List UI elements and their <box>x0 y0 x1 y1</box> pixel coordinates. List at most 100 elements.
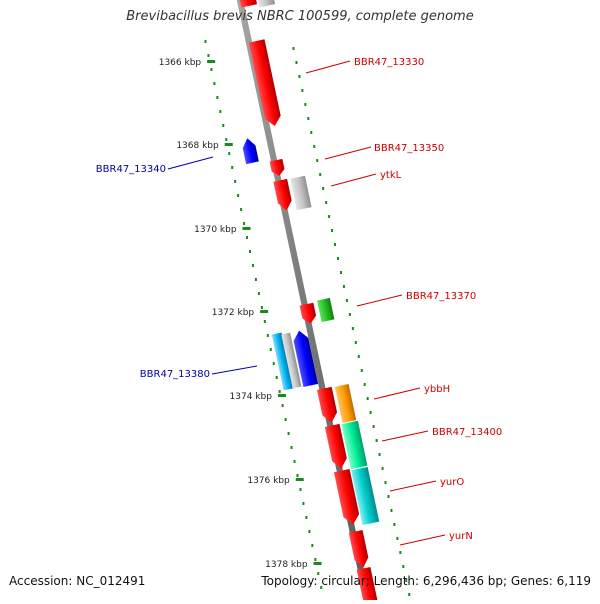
minor-tick <box>354 341 357 344</box>
minor-tick <box>320 586 323 589</box>
gene-arrow <box>293 330 319 387</box>
minor-tick <box>316 159 319 162</box>
gene-arrow <box>324 423 347 469</box>
gene-leader-line <box>324 146 372 160</box>
minor-tick <box>301 89 304 92</box>
minor-tick <box>234 180 237 183</box>
scale-label: 1366 kbp <box>159 58 202 68</box>
minor-tick <box>381 467 384 470</box>
minor-tick <box>369 411 372 414</box>
minor-tick <box>260 306 263 309</box>
gene-label: ybbH <box>424 384 450 395</box>
outer-scale-ticks <box>292 47 411 596</box>
gene-arrow <box>316 386 338 423</box>
gene-arrow <box>281 332 302 389</box>
map-title: Brevibacillus brevis NBRC 100599, comple… <box>126 9 474 24</box>
minor-tick <box>402 565 405 568</box>
minor-tick <box>231 166 234 169</box>
gene-feature-ybbH <box>334 383 357 424</box>
gene-features <box>238 0 380 604</box>
major-tick <box>313 562 322 565</box>
gene-arrow <box>317 297 335 323</box>
minor-tick <box>345 299 348 302</box>
minor-tick <box>360 369 363 372</box>
minor-tick <box>357 355 360 358</box>
gene-feature <box>273 178 292 211</box>
gene-arrow <box>271 332 294 391</box>
minor-tick <box>331 229 334 232</box>
gene-feature-yurN <box>348 529 369 568</box>
gene-leader-line <box>399 534 446 546</box>
minor-tick <box>269 348 272 351</box>
gene-arrow <box>242 138 259 165</box>
gene-leader-line <box>356 294 403 307</box>
minor-tick <box>339 271 342 274</box>
minor-tick <box>292 47 295 50</box>
gene-label: BBR47_13400 <box>432 427 502 438</box>
minor-tick <box>310 131 313 134</box>
gene-leader-line <box>211 365 258 375</box>
minor-tick <box>216 96 219 99</box>
minor-tick <box>293 460 296 463</box>
gene-feature <box>238 0 258 8</box>
gene-label: ytkL <box>380 170 402 181</box>
minor-tick <box>302 502 305 505</box>
minor-tick <box>363 383 366 386</box>
gene-label: yurO <box>440 477 464 488</box>
scale-labels: 1366 kbp 1368 kbp 1370 kbp 1372 kbp 1374 kbp… <box>159 58 322 570</box>
gene-label: BBR47_13350 <box>374 143 444 154</box>
minor-tick <box>251 264 254 267</box>
minor-tick <box>204 40 207 43</box>
minor-tick <box>384 481 387 484</box>
gene-feature-yurO <box>351 466 380 526</box>
minor-tick <box>313 145 316 148</box>
gene-feature <box>293 330 319 387</box>
minor-tick <box>311 544 314 547</box>
gene-feature <box>299 302 317 324</box>
minor-tick <box>263 320 266 323</box>
scale-label: 1368 kbp <box>176 141 219 151</box>
minor-tick <box>225 138 228 141</box>
gene-arrow <box>248 39 281 127</box>
gene-feature <box>333 468 360 525</box>
minor-tick <box>366 397 369 400</box>
minor-tick <box>284 418 287 421</box>
scale-label: 1378 kbp <box>265 560 308 570</box>
major-tick <box>224 143 233 146</box>
genome-summary-text: Topology: circular; Length: 6,296,436 bp… <box>261 574 591 588</box>
gene-arrow <box>299 302 317 324</box>
gene-arrow <box>341 420 368 470</box>
major-tick <box>277 394 286 397</box>
gene-label: BBR47_13380 <box>140 369 210 380</box>
gene-feature-BBR47_13380 <box>271 332 294 391</box>
scale-label: 1376 kbp <box>247 476 290 486</box>
minor-tick <box>393 523 396 526</box>
minor-tick <box>408 593 411 596</box>
minor-tick <box>228 152 231 155</box>
gene-leader-line <box>389 480 437 492</box>
gene-feature-BBR47_13330 <box>248 39 281 127</box>
minor-tick <box>372 425 375 428</box>
gene-arrow <box>290 175 312 211</box>
gene-label: BBR47_13330 <box>354 57 424 68</box>
gene-leader-line <box>305 60 351 74</box>
gene-feature <box>316 386 338 423</box>
minor-tick <box>308 530 311 533</box>
accession-text: Accession: NC_012491 <box>9 574 146 588</box>
gene-leader-line <box>167 156 214 170</box>
gene-feature <box>256 0 276 8</box>
minor-tick <box>290 446 293 449</box>
minor-tick <box>342 285 345 288</box>
scale-label: 1370 kbp <box>194 225 237 235</box>
gene-arrow <box>333 468 360 525</box>
major-tick <box>242 227 251 230</box>
minor-tick <box>249 250 251 253</box>
gene-labels: BBR47_13330 BBR47_13340 BBR47_13350 ytkL BBR… <box>96 57 502 546</box>
gene-feature-BBR47_13400 <box>341 420 368 470</box>
gene-leader-line <box>330 173 377 187</box>
scale-label: 1372 kbp <box>212 308 255 318</box>
minor-tick <box>378 453 381 456</box>
major-tick <box>260 310 269 313</box>
minor-tick <box>375 439 378 442</box>
